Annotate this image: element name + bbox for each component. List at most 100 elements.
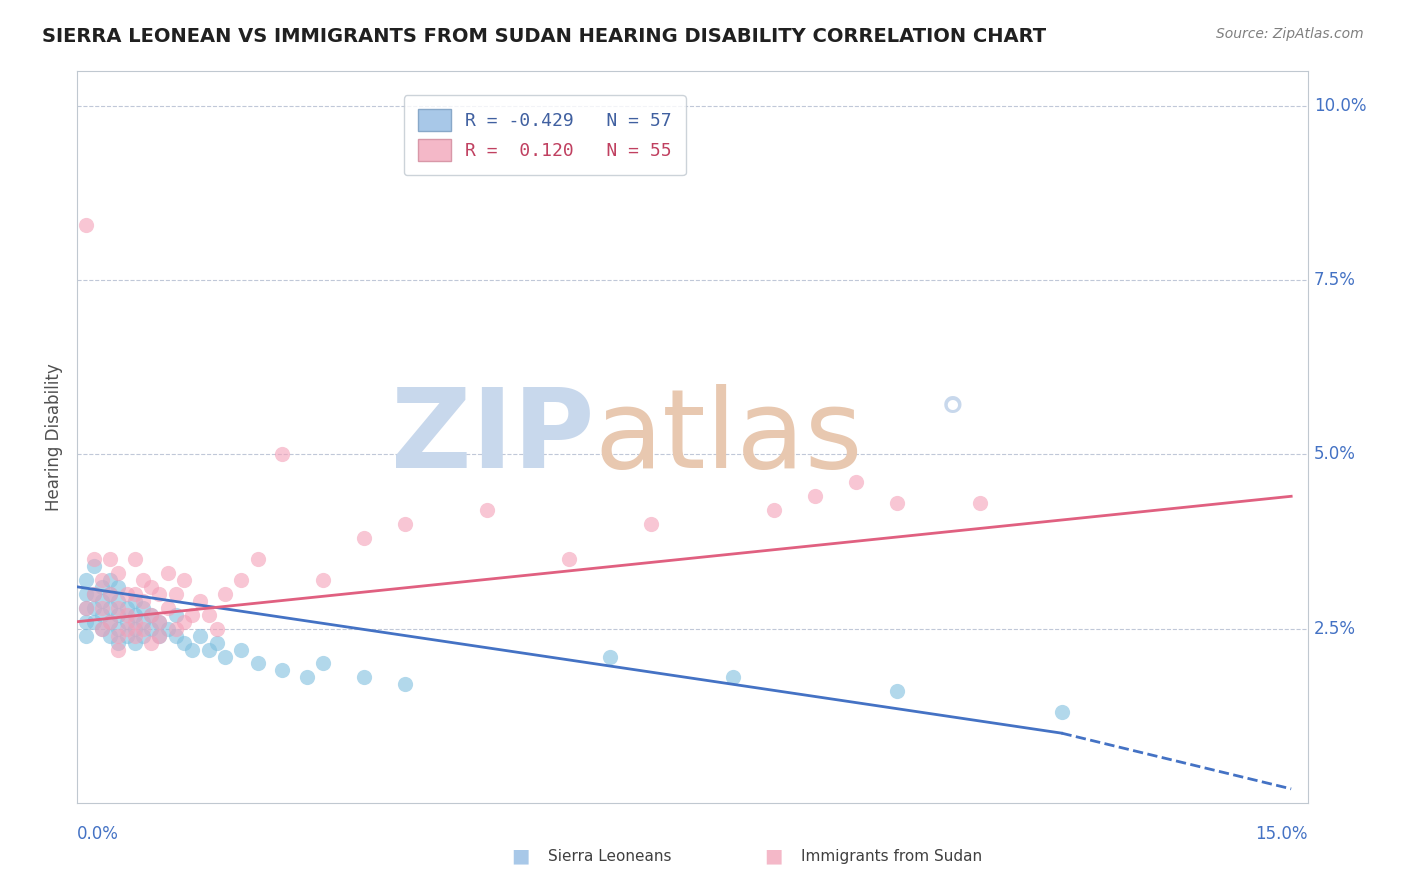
Point: [886, 496, 908, 510]
Point: [141, 607, 163, 622]
Point: [90, 573, 114, 587]
Point: [124, 622, 146, 636]
Point: [107, 600, 129, 615]
Text: 10.0%: 10.0%: [1313, 97, 1367, 115]
Point: [98, 629, 121, 643]
Point: [141, 607, 163, 622]
Point: [115, 622, 138, 636]
Text: 2.5%: 2.5%: [1313, 620, 1355, 638]
Text: ■: ■: [763, 847, 783, 866]
Text: atlas: atlas: [595, 384, 862, 491]
Point: [845, 475, 868, 490]
Point: [107, 580, 129, 594]
Point: [148, 629, 170, 643]
Point: [98, 600, 121, 615]
Point: [312, 573, 335, 587]
Point: [394, 517, 416, 532]
Point: [148, 629, 170, 643]
Point: [83, 587, 105, 601]
Point: [132, 594, 155, 608]
Point: [886, 684, 908, 698]
Point: [107, 566, 129, 580]
Point: [90, 622, 114, 636]
Y-axis label: Hearing Disability: Hearing Disability: [45, 363, 63, 511]
Point: [141, 580, 163, 594]
Point: [75, 573, 97, 587]
Point: [107, 622, 129, 636]
Text: SIERRA LEONEAN VS IMMIGRANTS FROM SUDAN HEARING DISABILITY CORRELATION CHART: SIERRA LEONEAN VS IMMIGRANTS FROM SUDAN …: [42, 27, 1046, 45]
Text: ZIP: ZIP: [391, 384, 595, 491]
Point: [83, 600, 105, 615]
Point: [107, 635, 129, 649]
Point: [132, 615, 155, 629]
Point: [98, 615, 121, 629]
Point: [98, 587, 121, 601]
Point: [156, 600, 179, 615]
Point: [75, 600, 97, 615]
Point: [90, 607, 114, 622]
Point: [75, 587, 97, 601]
Point: [599, 649, 621, 664]
Point: [132, 573, 155, 587]
Point: [132, 629, 155, 643]
Point: [197, 607, 219, 622]
Point: [181, 642, 204, 657]
Point: [165, 629, 187, 643]
Point: [83, 552, 105, 566]
Point: [107, 629, 129, 643]
Point: [148, 615, 170, 629]
Text: Sierra Leoneans: Sierra Leoneans: [548, 849, 672, 863]
Text: ■: ■: [510, 847, 530, 866]
Point: [165, 607, 187, 622]
Text: °: °: [939, 395, 966, 450]
Point: [124, 607, 146, 622]
Point: [197, 642, 219, 657]
Point: [969, 496, 991, 510]
Point: [75, 600, 97, 615]
Point: [214, 649, 236, 664]
Point: [148, 587, 170, 601]
Point: [188, 629, 212, 643]
Point: [295, 670, 318, 684]
Point: [353, 531, 375, 545]
Text: 7.5%: 7.5%: [1313, 271, 1355, 289]
Text: 0.0%: 0.0%: [77, 825, 120, 843]
Point: [98, 573, 121, 587]
Point: [271, 448, 294, 462]
Point: [90, 622, 114, 636]
Point: [165, 622, 187, 636]
Point: [75, 218, 97, 232]
Point: [246, 657, 269, 671]
Point: [90, 580, 114, 594]
Point: [115, 615, 138, 629]
Point: [312, 657, 335, 671]
Text: Source: ZipAtlas.com: Source: ZipAtlas.com: [1216, 27, 1364, 41]
Point: [124, 587, 146, 601]
Point: [90, 594, 114, 608]
Point: [83, 558, 105, 573]
Point: [115, 607, 138, 622]
Point: [115, 629, 138, 643]
Point: [107, 594, 129, 608]
Point: [156, 622, 179, 636]
Point: [148, 615, 170, 629]
Text: 5.0%: 5.0%: [1313, 445, 1355, 464]
Point: [723, 670, 745, 684]
Point: [181, 607, 204, 622]
Point: [83, 587, 105, 601]
Point: [75, 629, 97, 643]
Point: [353, 670, 375, 684]
Point: [115, 587, 138, 601]
Point: [115, 600, 138, 615]
Point: [156, 566, 179, 580]
Point: [173, 573, 195, 587]
Point: [205, 622, 228, 636]
Point: [558, 552, 581, 566]
Point: [477, 503, 499, 517]
Point: [231, 573, 253, 587]
Point: [132, 600, 155, 615]
Point: [804, 489, 827, 503]
Point: [763, 503, 786, 517]
Point: [124, 594, 146, 608]
Point: [141, 622, 163, 636]
